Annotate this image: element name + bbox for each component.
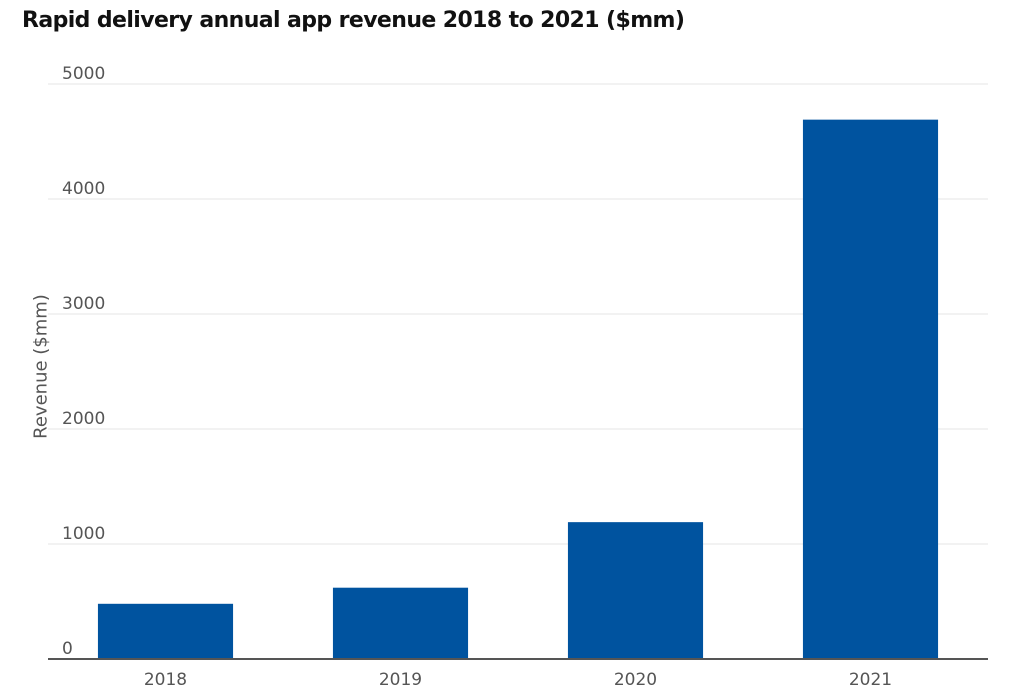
y-tick-label: 4000 <box>62 179 105 199</box>
bars <box>97 119 939 659</box>
y-tick-label: 5000 <box>62 64 105 84</box>
bar-2020 <box>567 522 704 659</box>
y-tick-label: 1000 <box>62 524 105 544</box>
x-axis-ticks: 2018 2019 2020 2021 <box>144 670 892 690</box>
x-tick-label: 2020 <box>614 670 657 690</box>
bar-2018 <box>97 603 234 659</box>
y-tick-label: 3000 <box>62 294 105 314</box>
x-tick-label: 2018 <box>144 670 187 690</box>
bar-2021 <box>802 119 939 659</box>
y-axis-title: Revenue ($mm) <box>30 294 51 439</box>
x-tick-label: 2021 <box>849 670 892 690</box>
y-axis-ticks: 0 1000 2000 3000 4000 5000 <box>62 64 105 659</box>
x-tick-label: 2019 <box>379 670 422 690</box>
y-tick-label: 2000 <box>62 409 105 429</box>
y-tick-label: 0 <box>62 639 73 659</box>
bar-2019 <box>332 587 469 659</box>
chart-title: Rapid delivery annual app revenue 2018 t… <box>22 8 685 33</box>
